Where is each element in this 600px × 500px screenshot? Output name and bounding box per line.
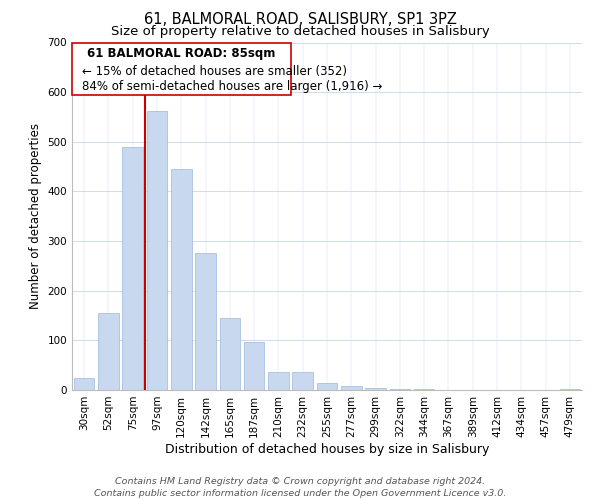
- Bar: [244, 342, 265, 390]
- FancyBboxPatch shape: [72, 42, 290, 94]
- Bar: [122, 147, 143, 390]
- Bar: [292, 372, 313, 390]
- Bar: [365, 388, 386, 390]
- Bar: [317, 382, 337, 390]
- Bar: [414, 389, 434, 390]
- Bar: [560, 389, 580, 390]
- Text: 84% of semi-detached houses are larger (1,916) →: 84% of semi-detached houses are larger (…: [82, 80, 383, 94]
- Bar: [220, 318, 240, 390]
- Text: ← 15% of detached houses are smaller (352): ← 15% of detached houses are smaller (35…: [82, 64, 347, 78]
- Y-axis label: Number of detached properties: Number of detached properties: [29, 123, 42, 309]
- Bar: [341, 386, 362, 390]
- X-axis label: Distribution of detached houses by size in Salisbury: Distribution of detached houses by size …: [165, 442, 489, 456]
- Text: 61 BALMORAL ROAD: 85sqm: 61 BALMORAL ROAD: 85sqm: [87, 48, 275, 60]
- Text: 61, BALMORAL ROAD, SALISBURY, SP1 3PZ: 61, BALMORAL ROAD, SALISBURY, SP1 3PZ: [143, 12, 457, 28]
- Bar: [171, 169, 191, 390]
- Bar: [74, 378, 94, 390]
- Bar: [98, 313, 119, 390]
- Bar: [146, 111, 167, 390]
- Text: Contains HM Land Registry data © Crown copyright and database right 2024.
Contai: Contains HM Land Registry data © Crown c…: [94, 476, 506, 498]
- Bar: [268, 372, 289, 390]
- Bar: [389, 388, 410, 390]
- Bar: [195, 254, 216, 390]
- Text: Size of property relative to detached houses in Salisbury: Size of property relative to detached ho…: [110, 25, 490, 38]
